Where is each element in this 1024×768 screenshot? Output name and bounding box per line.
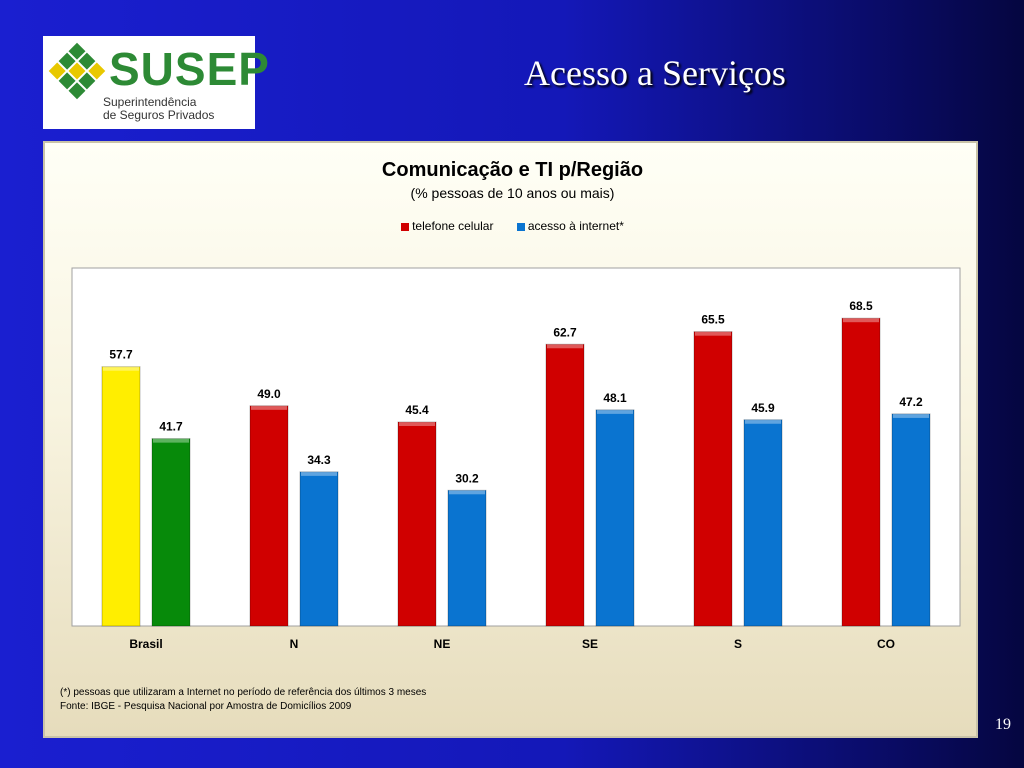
chart-subtitle: (% pessoas de 10 anos ou mais) bbox=[410, 185, 615, 201]
footnote-source: Fonte: IBGE - Pesquisa Nacional por Amos… bbox=[60, 701, 352, 712]
data-label-SE-celular: 62.7 bbox=[553, 325, 577, 339]
bar-highlight-Brasil-celular bbox=[103, 366, 139, 371]
logo-subtitle: Superintendência de Seguros Privados bbox=[103, 96, 214, 122]
data-label-CO-internet: 47.2 bbox=[899, 395, 923, 409]
bar-chart: 57.7 41.7 Brasil 49.0 34.3 N 45.4 30.2 NE 62.7 48.… bbox=[71, 267, 961, 651]
data-label-S-internet: 45.9 bbox=[751, 401, 775, 415]
legend-item-celular: telefone celular bbox=[401, 219, 493, 233]
footnote-line1: (*) pessoas que utilizaram a Internet no… bbox=[60, 687, 427, 698]
data-label-Brasil-celular: 57.7 bbox=[109, 348, 133, 362]
bar-highlight-Brasil-internet bbox=[153, 438, 189, 443]
footnote: (*) pessoas que utilizaram a Internet no… bbox=[60, 686, 426, 714]
bar-highlight-S-internet bbox=[745, 419, 781, 424]
x-tick-label-S: S bbox=[734, 637, 742, 651]
legend-item-internet: acesso à internet* bbox=[516, 219, 624, 233]
bar-highlight-S-celular bbox=[695, 331, 731, 336]
bar-highlight-SE-celular bbox=[547, 344, 583, 349]
bar-Brasil-internet bbox=[151, 438, 191, 627]
bar-NE-internet bbox=[447, 489, 487, 627]
data-label-N-celular: 49.0 bbox=[257, 387, 281, 401]
bar-CO-internet bbox=[891, 413, 931, 627]
page-number: 19 bbox=[995, 716, 1011, 733]
x-tick-label-SE: SE bbox=[582, 637, 598, 651]
susep-emblem-icon bbox=[48, 42, 106, 100]
data-label-NE-internet: 30.2 bbox=[455, 471, 479, 485]
legend-label-celular: telefone celular bbox=[412, 219, 494, 233]
data-label-Brasil-internet: 41.7 bbox=[159, 420, 183, 434]
bar-highlight-NE-celular bbox=[399, 422, 435, 427]
bar-NE-celular bbox=[397, 421, 437, 627]
x-tick-label-CO: CO bbox=[877, 637, 895, 651]
data-label-S-celular: 65.5 bbox=[701, 313, 725, 327]
bar-N-celular bbox=[249, 405, 289, 627]
logo-name: SUSEP bbox=[109, 43, 270, 95]
legend-swatch-celular bbox=[401, 222, 410, 231]
plot-area bbox=[71, 267, 961, 627]
bar-highlight-CO-celular bbox=[843, 318, 879, 323]
legend-label-internet: acesso à internet* bbox=[527, 219, 624, 233]
x-tick-label-N: N bbox=[290, 637, 299, 651]
bar-Brasil-celular bbox=[101, 366, 141, 627]
bar-highlight-NE-internet bbox=[449, 490, 485, 495]
bar-N-internet bbox=[299, 471, 339, 627]
bar-SE-internet bbox=[595, 409, 635, 627]
bar-SE-celular bbox=[545, 343, 585, 627]
bar-highlight-CO-internet bbox=[893, 413, 929, 418]
chart-panel: Comunicação e TI p/Região (% pessoas de … bbox=[43, 141, 978, 738]
bar-highlight-N-internet bbox=[301, 471, 337, 476]
slide-title: Acesso a Serviços bbox=[524, 53, 786, 93]
logo-subtitle-line1: Superintendência bbox=[103, 95, 197, 109]
bar-CO-celular bbox=[841, 317, 881, 627]
x-tick-label-Brasil: Brasil bbox=[129, 637, 162, 651]
x-tick-label-NE: NE bbox=[434, 637, 451, 651]
bar-S-internet bbox=[743, 419, 783, 627]
chart-title: Comunicação e TI p/Região bbox=[381, 159, 644, 181]
data-label-NE-celular: 45.4 bbox=[405, 403, 429, 417]
bar-S-celular bbox=[693, 331, 733, 627]
bar-highlight-N-celular bbox=[251, 405, 287, 410]
legend-swatch-internet bbox=[516, 222, 525, 231]
data-label-N-internet: 34.3 bbox=[307, 453, 331, 467]
chart-legend: telefone celular acesso à internet* bbox=[45, 219, 980, 233]
data-label-SE-internet: 48.1 bbox=[603, 391, 627, 405]
logo-subtitle-line2: de Seguros Privados bbox=[103, 108, 215, 122]
bar-highlight-SE-internet bbox=[597, 409, 633, 414]
data-label-CO-celular: 68.5 bbox=[849, 299, 873, 313]
susep-logo: SUSEP Superintendência de Seguros Privad… bbox=[43, 36, 269, 129]
